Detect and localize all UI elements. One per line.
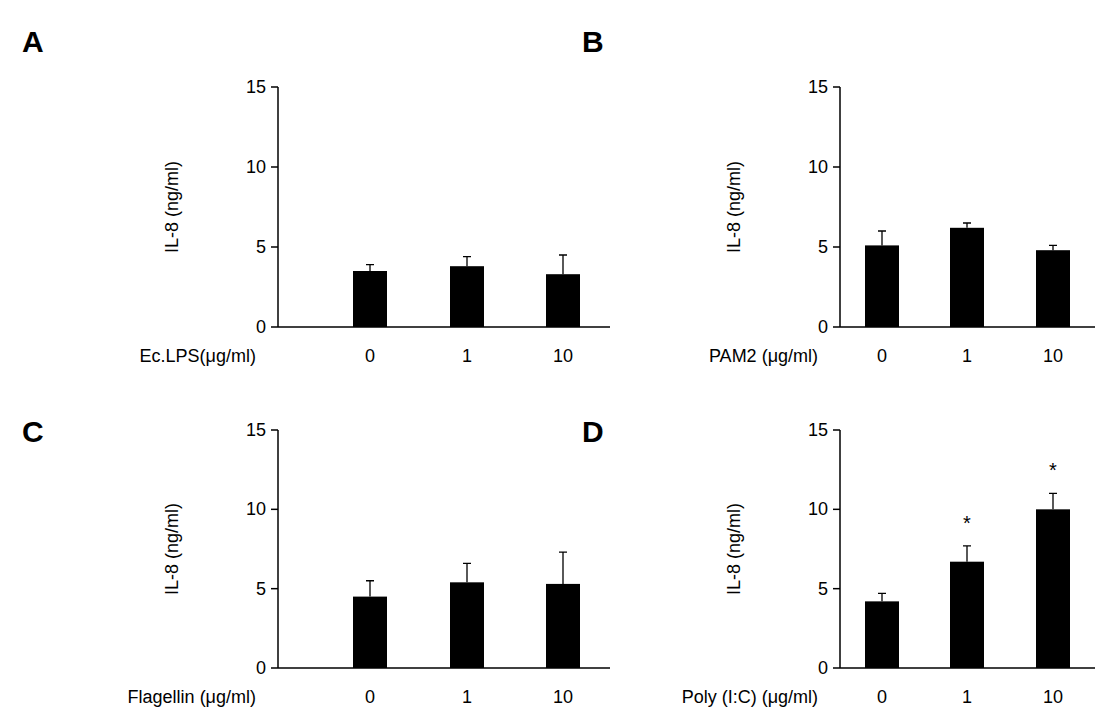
x-tick-label: 0: [365, 687, 375, 707]
y-axis: [277, 87, 279, 327]
y-tick-label: 15: [246, 77, 266, 97]
y-tick: [833, 509, 840, 511]
y-tick: [833, 429, 840, 431]
x-tick-label: 1: [462, 687, 472, 707]
bar: [353, 597, 387, 668]
x-axis-label: Flagellin (μg/ml): [128, 687, 256, 707]
y-axis-label: IL-8 (ng/ml): [162, 503, 182, 595]
y-tick: [833, 326, 840, 328]
y-tick-label: 0: [256, 658, 266, 678]
y-tick-label: 0: [818, 658, 828, 678]
y-axis-label: IL-8 (ng/ml): [724, 161, 744, 253]
x-tick-label: 10: [553, 687, 573, 707]
x-tick-label: 1: [462, 346, 472, 366]
error-bar: [366, 581, 374, 597]
error-bar: [366, 265, 374, 271]
panel: D051015IL-8 (ng/ml)Poly (I:C) (μg/ml)01*…: [582, 415, 1095, 707]
error-bar: [1049, 493, 1057, 509]
x-tick-label: 10: [1043, 346, 1063, 366]
x-axis-label: PAM2 (μg/ml): [709, 346, 818, 366]
bar: [450, 266, 484, 327]
y-tick-label: 15: [246, 420, 266, 440]
x-tick-label: 10: [553, 346, 573, 366]
y-tick-label: 0: [818, 317, 828, 337]
y-axis-label: IL-8 (ng/ml): [162, 161, 182, 253]
bar: [865, 601, 899, 668]
y-tick-label: 15: [808, 420, 828, 440]
bars: [353, 552, 580, 668]
panel-label: C: [22, 415, 44, 448]
y-tick: [271, 166, 278, 168]
y-tick: [833, 246, 840, 248]
y-axis: [277, 430, 279, 668]
y-tick: [833, 86, 840, 88]
y-axis: [839, 430, 841, 668]
x-tick-label: 0: [365, 346, 375, 366]
x-tick-label: 10: [1043, 687, 1063, 707]
y-tick: [271, 429, 278, 431]
bars: [353, 255, 580, 327]
y-tick-label: 0: [256, 317, 266, 337]
y-tick-label: 10: [246, 157, 266, 177]
error-bar: [463, 257, 471, 267]
bar: [546, 274, 580, 327]
y-tick-label: 5: [256, 237, 266, 257]
panel: C051015IL-8 (ng/ml)Flagellin (μg/ml)0110: [22, 415, 610, 707]
x-tick-label: 1: [962, 687, 972, 707]
error-bar: [559, 552, 567, 584]
error-bar: [559, 255, 567, 274]
significance-mark: *: [1049, 459, 1057, 481]
y-axis-label: IL-8 (ng/ml): [724, 503, 744, 595]
x-tick-label: 1: [962, 346, 972, 366]
y-tick-label: 5: [818, 579, 828, 599]
y-tick: [271, 509, 278, 511]
y-tick-label: 15: [808, 77, 828, 97]
error-bar: [878, 593, 886, 601]
y-tick: [271, 86, 278, 88]
bars: [865, 493, 1070, 668]
y-tick: [833, 588, 840, 590]
bar: [353, 271, 387, 327]
panel-label: B: [582, 25, 604, 58]
bars: [865, 223, 1070, 327]
x-tick-label: 0: [877, 687, 887, 707]
y-tick: [271, 246, 278, 248]
y-tick: [271, 667, 278, 669]
y-tick: [271, 588, 278, 590]
x-tick-label: 0: [877, 346, 887, 366]
x-axis-label: Ec.LPS(μg/ml): [140, 346, 256, 366]
bar: [1036, 250, 1070, 327]
y-tick-label: 5: [818, 237, 828, 257]
y-tick-label: 10: [808, 157, 828, 177]
bar: [450, 582, 484, 668]
x-axis-label: Poly (I:C) (μg/ml): [682, 687, 818, 707]
error-bar: [1049, 245, 1057, 250]
bar: [865, 245, 899, 327]
y-axis: [839, 87, 841, 327]
y-tick-label: 10: [246, 499, 266, 519]
y-tick: [833, 667, 840, 669]
y-tick: [833, 166, 840, 168]
panel-label: D: [582, 415, 604, 448]
bar: [1036, 509, 1070, 668]
bar: [950, 228, 984, 327]
panel: B051015IL-8 (ng/ml)PAM2 (μg/ml)0110: [582, 25, 1095, 366]
panel: A051015IL-8 (ng/ml)Ec.LPS(μg/ml)0110: [22, 25, 610, 366]
significance-mark: *: [963, 512, 971, 534]
panel-label: A: [22, 25, 44, 58]
error-bar: [963, 223, 971, 228]
error-bar: [963, 546, 971, 562]
figure: A051015IL-8 (ng/ml)Ec.LPS(μg/ml)0110B051…: [0, 0, 1120, 723]
y-tick-label: 5: [256, 579, 266, 599]
error-bar: [878, 231, 886, 245]
bar: [950, 562, 984, 668]
error-bar: [463, 563, 471, 582]
y-tick-label: 10: [808, 499, 828, 519]
bar: [546, 584, 580, 668]
y-tick: [271, 326, 278, 328]
